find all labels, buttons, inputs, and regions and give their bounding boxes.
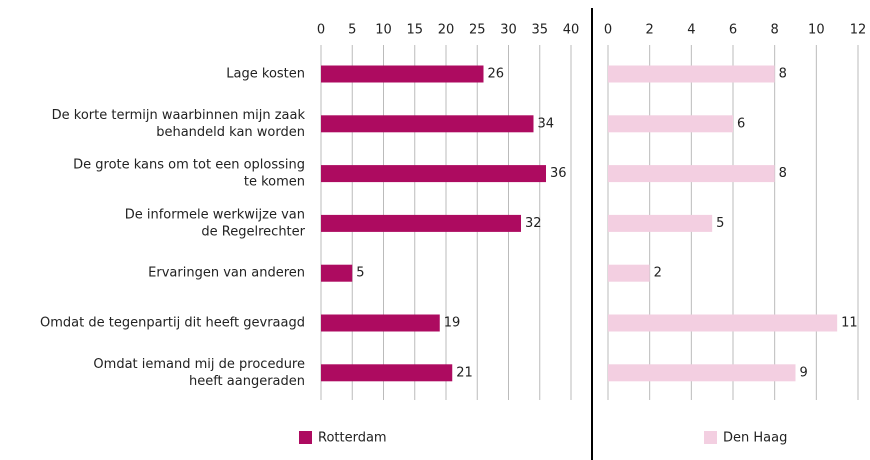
category-label: behandeld kan worden xyxy=(156,125,305,140)
bar xyxy=(608,214,713,232)
x-tick-label: 20 xyxy=(438,23,455,38)
legend-swatch xyxy=(299,431,312,444)
x-tick-label: 0 xyxy=(604,23,612,38)
value-label: 34 xyxy=(538,116,555,131)
x-tick-label: 30 xyxy=(500,23,517,38)
value-label: 21 xyxy=(456,365,473,380)
bar xyxy=(608,115,733,133)
value-label: 11 xyxy=(841,316,858,331)
x-tick-label: 12 xyxy=(850,23,867,38)
bar xyxy=(608,65,775,83)
category-label: De informele werkwijze van xyxy=(125,207,305,222)
x-tick-label: 35 xyxy=(531,23,548,38)
x-tick-label: 6 xyxy=(729,23,737,38)
x-tick-label: 2 xyxy=(646,23,654,38)
category-label: te komen xyxy=(244,175,305,190)
value-label: 19 xyxy=(444,316,461,331)
legend-swatch xyxy=(704,431,717,444)
x-tick-label: 4 xyxy=(687,23,695,38)
x-tick-label: 15 xyxy=(406,23,423,38)
value-label: 9 xyxy=(800,365,808,380)
bar xyxy=(321,264,353,282)
bar xyxy=(608,264,650,282)
bar xyxy=(608,165,775,183)
value-label: 8 xyxy=(779,67,787,82)
category-label: De grote kans om tot een oplossing xyxy=(73,158,305,173)
bar xyxy=(321,214,521,232)
value-label: 5 xyxy=(356,266,364,281)
x-tick-label: 10 xyxy=(808,23,825,38)
legend-label: Den Haag xyxy=(723,431,787,446)
category-label: Omdat de tegenpartij dit heeft gevraagd xyxy=(40,316,305,331)
value-label: 8 xyxy=(779,166,787,181)
bar xyxy=(321,364,453,382)
bar xyxy=(321,65,484,83)
x-tick-label: 40 xyxy=(563,23,580,38)
x-tick-label: 0 xyxy=(317,23,325,38)
category-label: Omdat iemand mij de procedure xyxy=(93,357,305,372)
bar xyxy=(608,314,838,332)
value-label: 2 xyxy=(654,266,662,281)
value-label: 36 xyxy=(550,166,567,181)
legend-label: Rotterdam xyxy=(318,431,387,446)
x-tick-label: 25 xyxy=(469,23,486,38)
bar xyxy=(321,115,534,133)
bar xyxy=(321,314,440,332)
x-tick-label: 8 xyxy=(771,23,779,38)
bar xyxy=(321,165,546,183)
value-label: 32 xyxy=(525,216,542,231)
category-label: Lage kosten xyxy=(226,67,305,82)
value-label: 26 xyxy=(488,67,505,82)
x-tick-label: 10 xyxy=(375,23,392,38)
value-label: 5 xyxy=(716,216,724,231)
category-label: heeft aangeraden xyxy=(189,374,305,389)
value-label: 6 xyxy=(737,116,745,131)
bar xyxy=(608,364,796,382)
category-label: Ervaringen van anderen xyxy=(148,266,305,281)
category-label: De korte termijn waarbinnen mijn zaak xyxy=(52,108,306,123)
category-label: de Regelrechter xyxy=(201,224,305,239)
x-tick-label: 5 xyxy=(348,23,356,38)
